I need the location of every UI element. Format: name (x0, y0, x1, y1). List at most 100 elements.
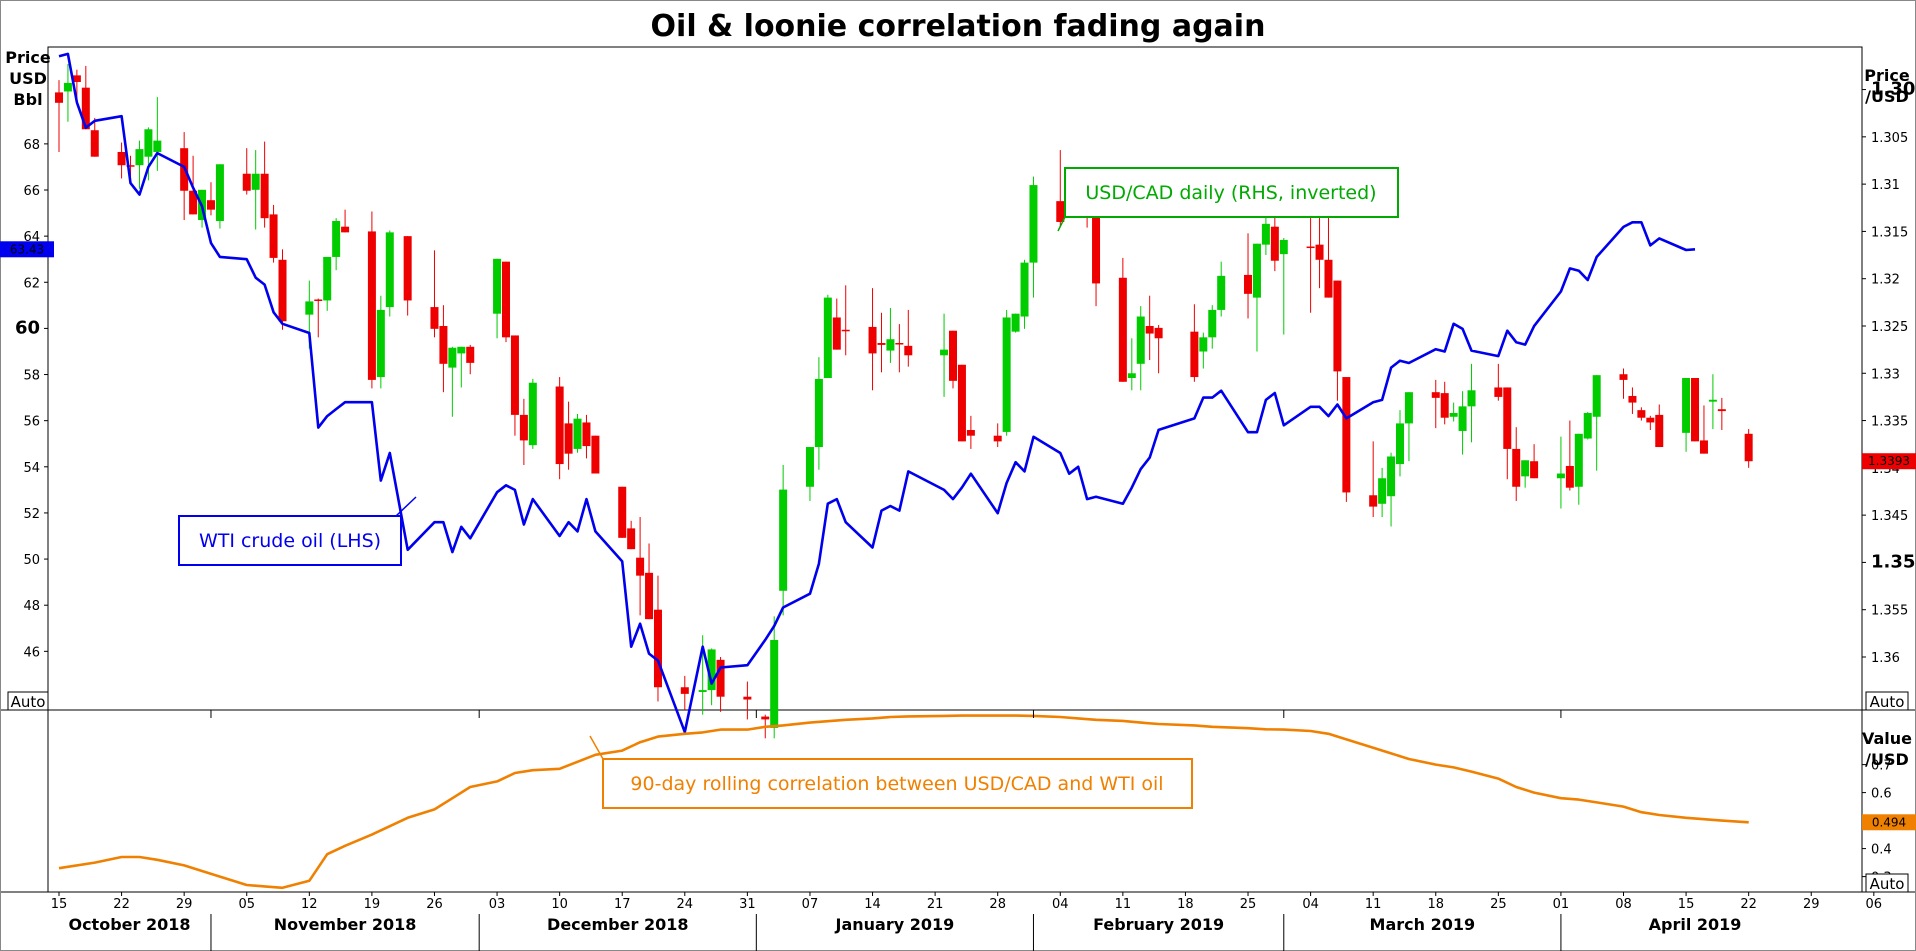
candle (1279, 238, 1288, 335)
x-tick-label: 28 (989, 897, 1006, 912)
candle-body (627, 528, 636, 550)
candle-body (1440, 393, 1449, 418)
candle-body (55, 92, 63, 103)
candle-body (403, 236, 412, 301)
candle (1342, 377, 1351, 502)
candle-body (1208, 309, 1217, 338)
candle-body (1118, 277, 1127, 382)
candle (814, 357, 823, 470)
candle (385, 230, 394, 317)
candle (144, 127, 153, 181)
candle (904, 309, 913, 367)
candle (448, 346, 457, 417)
candle-body (707, 649, 716, 691)
x-tick-label: 15 (51, 897, 68, 912)
candle-body (1699, 440, 1708, 454)
left-tick-label: 46 (23, 645, 40, 660)
x-tick-label: 25 (1240, 897, 1257, 912)
x-tick-label: 17 (614, 897, 631, 912)
candle (1655, 404, 1664, 448)
month-label: April 2019 (1649, 915, 1742, 934)
candle (1270, 216, 1279, 272)
candle-body (1127, 373, 1136, 378)
x-tick-label: 29 (176, 897, 193, 912)
candle (966, 415, 975, 449)
candle (707, 648, 716, 706)
candle-body (1512, 448, 1521, 487)
candle (1056, 150, 1065, 227)
candle-body (1154, 327, 1163, 339)
wti-annotation-text: WTI crude oil (LHS) (199, 530, 381, 552)
auto-button-right[interactable]: Auto (1865, 691, 1909, 711)
candle-body (698, 690, 707, 692)
candle-body (251, 173, 260, 190)
candle (153, 97, 162, 171)
candle (1628, 387, 1637, 414)
candle-body (1029, 185, 1038, 263)
candle (528, 378, 537, 449)
candle (1387, 452, 1396, 527)
candle-body (1279, 239, 1288, 255)
x-tick-label: 15 (1678, 897, 1695, 912)
candle (832, 298, 841, 350)
candle (260, 141, 269, 228)
candle-body (904, 345, 913, 356)
candle-body (582, 422, 591, 447)
candle-body (189, 190, 198, 215)
candle (1154, 325, 1163, 374)
candle-body (770, 639, 779, 728)
auto-button-left[interactable]: Auto (7, 691, 49, 711)
candle-body (993, 435, 1002, 442)
candle (895, 324, 904, 373)
candle-body (636, 557, 645, 576)
candle-body (877, 343, 886, 345)
x-tick-label: 05 (238, 897, 255, 912)
x-tick-label: 11 (1365, 897, 1382, 912)
candle (1199, 332, 1208, 369)
candle (314, 298, 323, 338)
candle (645, 543, 654, 620)
candle-body (868, 326, 877, 354)
candle-body (1404, 392, 1413, 424)
auto-label-left: Auto (11, 693, 46, 711)
candle-body (779, 489, 788, 591)
auto-label-lower: Auto (1870, 875, 1905, 893)
candle (493, 258, 502, 339)
candle (1440, 381, 1449, 425)
candle (582, 414, 591, 459)
month-label: November 2018 (274, 915, 417, 934)
candle-body (573, 418, 582, 449)
candle-body (1574, 433, 1583, 487)
candle (466, 344, 475, 375)
candle-body (618, 486, 627, 538)
candle (1691, 378, 1700, 442)
candle-body (1530, 461, 1539, 479)
candle (573, 413, 582, 453)
candle (1521, 460, 1530, 488)
candle (502, 261, 510, 343)
candle-body (966, 430, 975, 436)
left-tick-label: 62 (23, 276, 40, 291)
x-tick-label: 19 (364, 897, 381, 912)
candle-body (215, 164, 224, 222)
month-label: January 2019 (835, 915, 955, 934)
candle-body (1306, 246, 1315, 249)
month-label: December 2018 (547, 915, 688, 934)
right-tick-label: 1.355 (1871, 604, 1908, 619)
x-tick-label: 08 (1615, 897, 1632, 912)
right-tick-label: 1.345 (1871, 509, 1908, 524)
candle (627, 520, 636, 550)
candle-body (126, 165, 135, 167)
candle-body (1020, 262, 1029, 317)
month-label: October 2018 (68, 915, 190, 934)
candle (957, 364, 966, 442)
auto-button-lower[interactable]: Auto (1865, 873, 1909, 893)
right-tick-label: 1.315 (1871, 225, 1908, 240)
x-tick-label: 10 (551, 897, 568, 912)
candle-body (323, 256, 332, 301)
candle-body (153, 140, 162, 152)
candle-body (1565, 465, 1574, 488)
candle (1431, 379, 1440, 429)
left-tick-label: 52 (23, 507, 40, 522)
candle (367, 211, 376, 389)
